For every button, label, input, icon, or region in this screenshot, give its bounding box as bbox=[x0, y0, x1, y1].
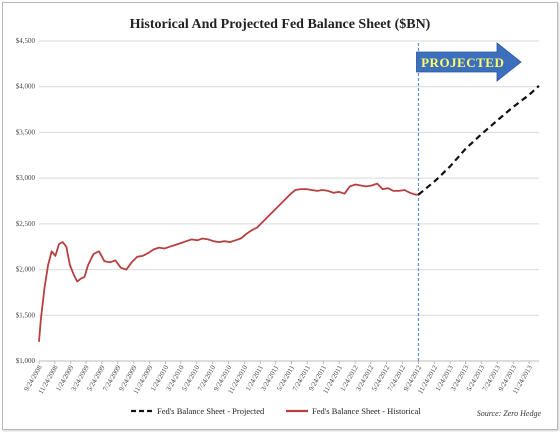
legend-label: Fed's Balance Sheet - Historical bbox=[312, 406, 421, 416]
projected-arrow-shape bbox=[416, 42, 522, 82]
legend-label: Fed's Balance Sheet - Projected bbox=[157, 406, 265, 416]
y-tick-label: $4,000 bbox=[16, 83, 36, 91]
y-tick-label: $1,000 bbox=[16, 357, 36, 365]
projected-label: PROJECTED bbox=[421, 55, 504, 70]
x-axis-ticks: 9/24/200811/24/20081/24/20093/24/20095/2… bbox=[23, 361, 534, 395]
y-tick-label: $3,000 bbox=[16, 174, 36, 182]
series-lines bbox=[38, 84, 540, 342]
y-axis-ticks: $1,000 $1,500 $2,000 $2,500 $3,000 $3,500 $4,0… bbox=[16, 37, 36, 365]
y-tick-label: $2,000 bbox=[16, 266, 36, 274]
source-note: Source: Zero Hedge bbox=[477, 409, 542, 418]
balance-sheet-chart: Historical And Projected Fed Balance She… bbox=[16, 17, 542, 418]
projected-arrow: PROJECTED bbox=[416, 42, 522, 82]
historical-series-line bbox=[38, 182, 419, 342]
chart-title: Historical And Projected Fed Balance She… bbox=[130, 17, 431, 32]
y-tick-label: $2,500 bbox=[16, 220, 36, 228]
grid-lines bbox=[39, 40, 539, 362]
y-tick-label: $1,500 bbox=[16, 311, 36, 319]
legend: Fed's Balance Sheet - Projected Fed's Bal… bbox=[131, 406, 421, 416]
y-tick-label: $4,500 bbox=[16, 37, 36, 45]
y-tick-label: $3,500 bbox=[16, 128, 36, 136]
